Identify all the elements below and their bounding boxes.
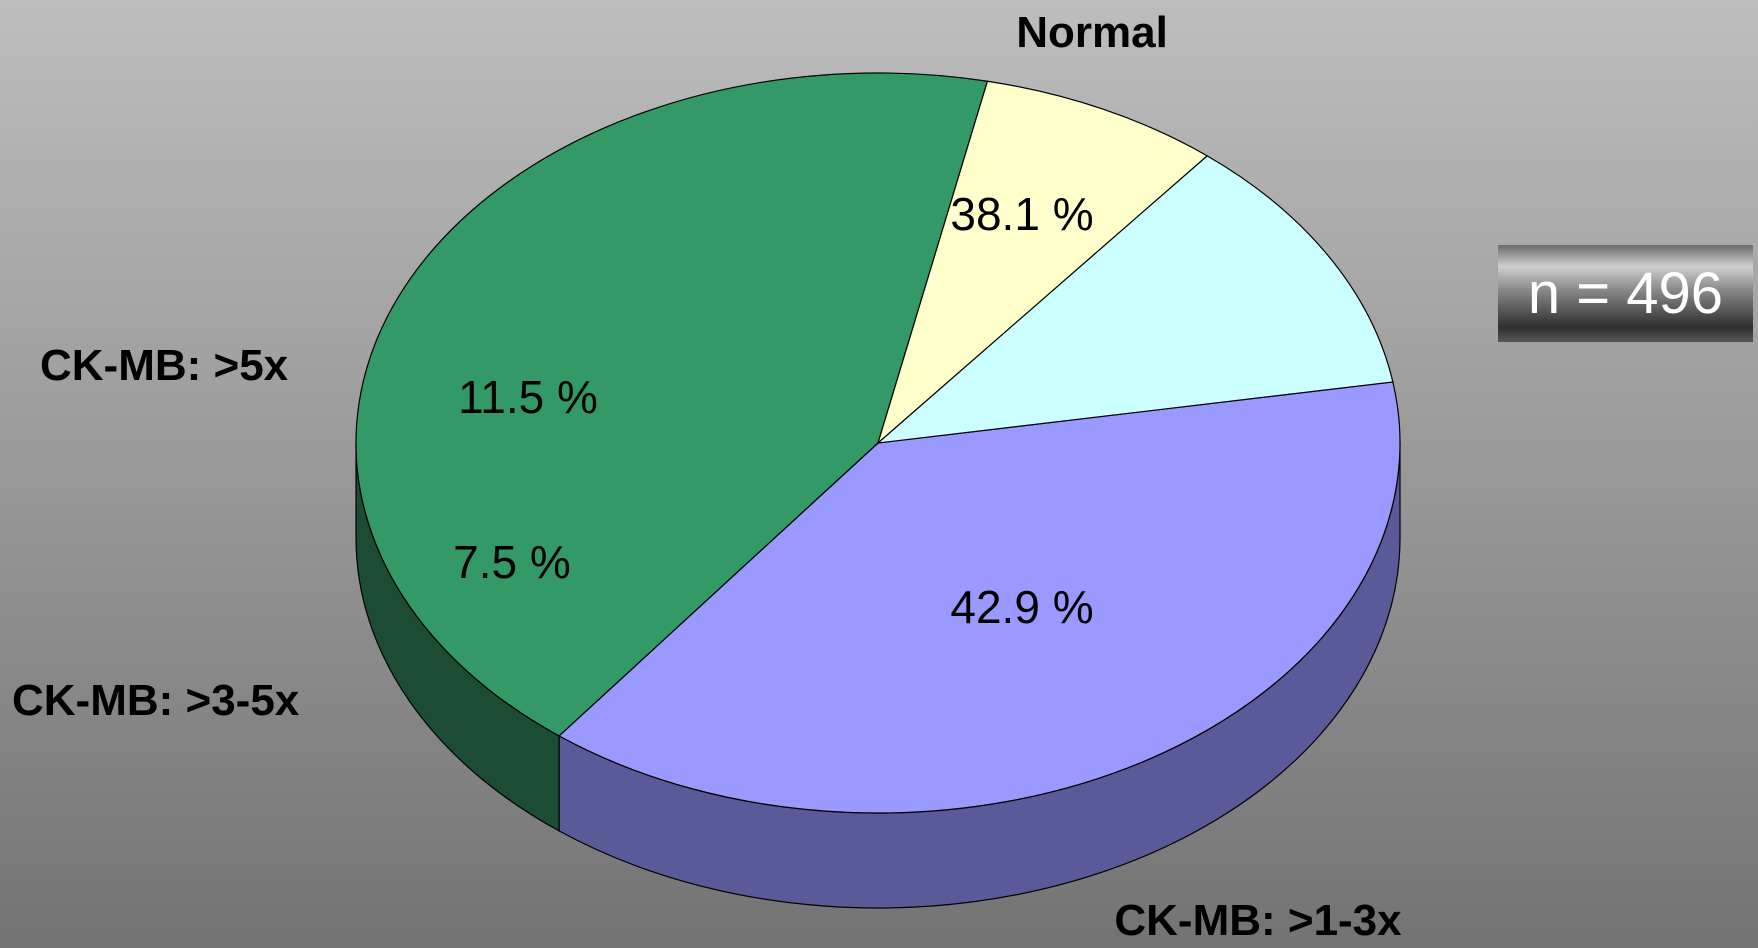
pie-slice-0 [558, 381, 1401, 814]
pie-slice-1 [355, 72, 989, 737]
category-label-1: CK-MB: >1-3x [1114, 896, 1402, 945]
category-label-3: CK-MB: >5x [40, 341, 289, 390]
value-label-0: 38.1 % [950, 188, 1093, 240]
pie-slice-2 [876, 80, 1209, 445]
sample-size-badge: n = 496 [1498, 245, 1753, 342]
pie-labels: Normal 38.1 % CK-MB: >1-3x 42.9 % CK-MB: >3-… [12, 8, 1402, 945]
pie-top-slices [355, 72, 1401, 814]
value-label-2: 7.5 % [453, 536, 571, 588]
value-label-3: 11.5 % [458, 371, 598, 423]
pie-slice-3 [876, 155, 1394, 444]
value-label-1: 42.9 % [950, 581, 1093, 633]
category-label-2: CK-MB: >3-5x [12, 676, 300, 725]
category-label-0: Normal [1016, 8, 1168, 57]
